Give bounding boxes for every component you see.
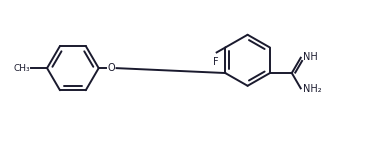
Text: O: O: [108, 63, 116, 73]
Text: CH₃: CH₃: [13, 64, 30, 73]
Text: F: F: [213, 57, 218, 67]
Text: NH₂: NH₂: [303, 84, 321, 94]
Text: NH: NH: [303, 52, 318, 62]
